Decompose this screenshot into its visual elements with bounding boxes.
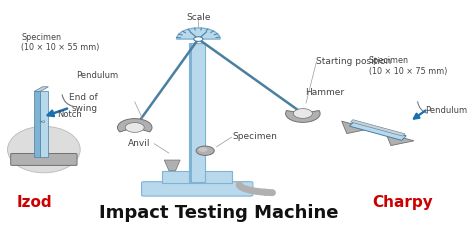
Ellipse shape: [8, 126, 80, 173]
Text: Charpy: Charpy: [373, 195, 433, 210]
Bar: [189, 43, 192, 182]
Text: Starting position: Starting position: [317, 57, 392, 66]
Polygon shape: [349, 122, 406, 140]
Wedge shape: [176, 28, 220, 39]
Polygon shape: [342, 121, 370, 134]
Wedge shape: [293, 109, 312, 118]
Text: End of
swing: End of swing: [69, 93, 98, 113]
Circle shape: [194, 37, 203, 41]
Text: Specimen
(10 × 10 × 75 mm): Specimen (10 × 10 × 75 mm): [369, 56, 447, 76]
Polygon shape: [386, 133, 414, 146]
Polygon shape: [351, 120, 405, 136]
Text: Notch: Notch: [57, 110, 82, 119]
Bar: [189, 43, 205, 182]
Circle shape: [198, 147, 208, 152]
Polygon shape: [34, 87, 48, 91]
Circle shape: [196, 146, 214, 155]
Wedge shape: [118, 119, 152, 132]
Text: Impact Testing Machine: Impact Testing Machine: [99, 204, 338, 222]
Polygon shape: [40, 121, 44, 123]
Text: Izod: Izod: [17, 195, 53, 210]
Text: Pendulum: Pendulum: [76, 71, 118, 80]
Text: Anvil: Anvil: [128, 139, 151, 148]
Bar: [34, 91, 40, 157]
Polygon shape: [164, 160, 180, 171]
FancyBboxPatch shape: [142, 182, 253, 196]
Text: Specimen: Specimen: [232, 132, 277, 141]
Text: Specimen
(10 × 10 × 55 mm): Specimen (10 × 10 × 55 mm): [21, 33, 100, 52]
Text: Scale: Scale: [186, 14, 210, 22]
Wedge shape: [125, 123, 144, 132]
FancyBboxPatch shape: [11, 154, 77, 165]
Text: Pendulum: Pendulum: [426, 106, 468, 114]
Wedge shape: [285, 110, 320, 122]
Text: Hammer: Hammer: [305, 88, 344, 97]
Bar: [162, 171, 232, 183]
Bar: [40, 91, 48, 157]
